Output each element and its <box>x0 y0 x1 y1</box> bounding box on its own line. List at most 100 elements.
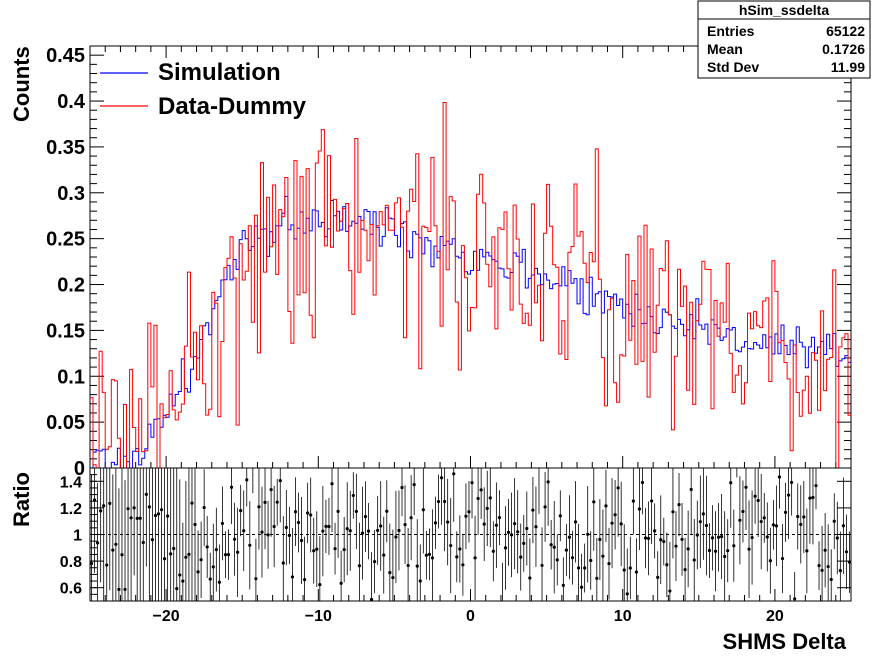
ratio-point <box>741 480 745 543</box>
bottom-y-axis: 0.6 0.8 1 1.2 1.4 <box>60 474 851 598</box>
ratio-point <box>260 486 264 578</box>
ratio-marker <box>226 553 231 557</box>
ratio-marker <box>245 478 249 482</box>
ratio-marker <box>202 505 206 510</box>
ratio-marker <box>503 546 508 550</box>
bottom-y-tick-label: 0.8 <box>60 554 82 571</box>
top-y-axis-label: Counts <box>9 46 34 122</box>
ratio-marker <box>446 520 450 524</box>
ratio-marker <box>464 514 468 518</box>
ratio-marker <box>622 568 626 572</box>
ratio-point <box>823 513 827 588</box>
ratio-marker <box>732 544 736 548</box>
ratio-point <box>829 549 833 601</box>
ratio-point <box>385 480 389 543</box>
ratio-point <box>668 541 672 601</box>
legend: Simulation Data-Dummy <box>100 59 307 120</box>
ratio-point <box>576 524 581 601</box>
ratio-point <box>400 468 404 517</box>
ratio-point <box>549 519 553 570</box>
ratio-point <box>159 468 164 601</box>
ratio-marker <box>257 505 261 509</box>
ratio-marker <box>406 563 410 568</box>
stats-entries-label: Entries <box>707 23 755 39</box>
ratio-marker <box>564 548 568 552</box>
ratio-marker <box>366 529 371 533</box>
ratio-point <box>683 538 687 601</box>
ratio-point <box>583 543 587 593</box>
ratio-marker <box>296 520 301 525</box>
ratio-marker <box>516 530 520 534</box>
ratio-marker <box>339 581 343 585</box>
ratio-marker <box>628 566 632 570</box>
ratio-point <box>169 468 173 601</box>
ratio-marker <box>802 515 806 519</box>
ratio-marker <box>327 524 331 529</box>
ratio-point <box>726 519 730 583</box>
legend-simulation-label: Simulation <box>158 59 281 86</box>
ratio-point <box>780 524 785 594</box>
ratio-point <box>637 468 642 551</box>
ratio-point <box>753 468 757 524</box>
ratio-point <box>105 468 109 601</box>
ratio-point <box>327 497 331 556</box>
ratio-point <box>643 507 648 569</box>
ratio-point <box>318 536 322 601</box>
ratio-marker <box>704 523 709 528</box>
ratio-point <box>832 493 836 550</box>
ratio-point <box>336 468 340 558</box>
ratio-point <box>814 468 818 510</box>
ratio-point <box>689 468 693 536</box>
stats-box-frame <box>697 0 871 79</box>
ratio-point <box>232 502 237 576</box>
ratio-marker <box>841 524 845 528</box>
ratio-marker <box>342 548 346 552</box>
ratio-marker <box>236 550 240 554</box>
ratio-point <box>786 468 791 539</box>
ratio-marker <box>205 545 209 549</box>
ratio-point <box>826 524 830 601</box>
top-panel: 0 0.05 0.1 0.15 0.2 0.25 0.3 0.35 0.4 0.45 Counts… <box>9 0 871 480</box>
ratio-point <box>433 496 438 549</box>
ratio-marker <box>561 583 565 587</box>
ratio-marker <box>354 509 358 514</box>
ratio-marker <box>114 542 118 546</box>
ratio-marker <box>436 499 441 504</box>
ratio-point <box>738 476 742 565</box>
ratio-marker <box>214 548 218 552</box>
ratio-marker <box>178 573 182 577</box>
ratio-marker <box>838 568 842 573</box>
ratio-point <box>802 480 806 554</box>
ratio-point <box>376 495 380 565</box>
ratio-point <box>567 495 572 580</box>
ratio-point <box>586 486 590 583</box>
ratio-point <box>793 571 797 601</box>
ratio-point <box>601 509 605 601</box>
ratio-marker <box>668 589 672 593</box>
ratio-marker <box>373 559 377 564</box>
ratio-point <box>132 468 136 576</box>
ratio-point <box>598 499 602 580</box>
ratio-point <box>220 486 225 561</box>
ratio-marker <box>199 558 203 562</box>
ratio-point <box>540 527 544 601</box>
ratio-marker <box>814 483 818 488</box>
ratio-point <box>357 522 361 601</box>
ratio-point <box>354 473 358 550</box>
ratio-marker <box>546 480 550 484</box>
ratio-marker <box>549 543 553 547</box>
ratio-marker <box>333 547 337 551</box>
top-y-tick-label: 0.1 <box>57 366 85 388</box>
ratio-point <box>360 486 365 580</box>
ratio-point <box>589 531 593 590</box>
ratio-marker <box>272 524 276 529</box>
ratio-point <box>640 468 645 515</box>
ratio-marker <box>138 516 142 520</box>
ratio-point <box>287 506 291 565</box>
top-y-tick-label: 0.15 <box>46 320 85 342</box>
ratio-point <box>692 518 696 601</box>
ratio-point <box>348 490 352 571</box>
ratio-marker <box>293 510 298 514</box>
ratio-marker <box>558 514 562 518</box>
